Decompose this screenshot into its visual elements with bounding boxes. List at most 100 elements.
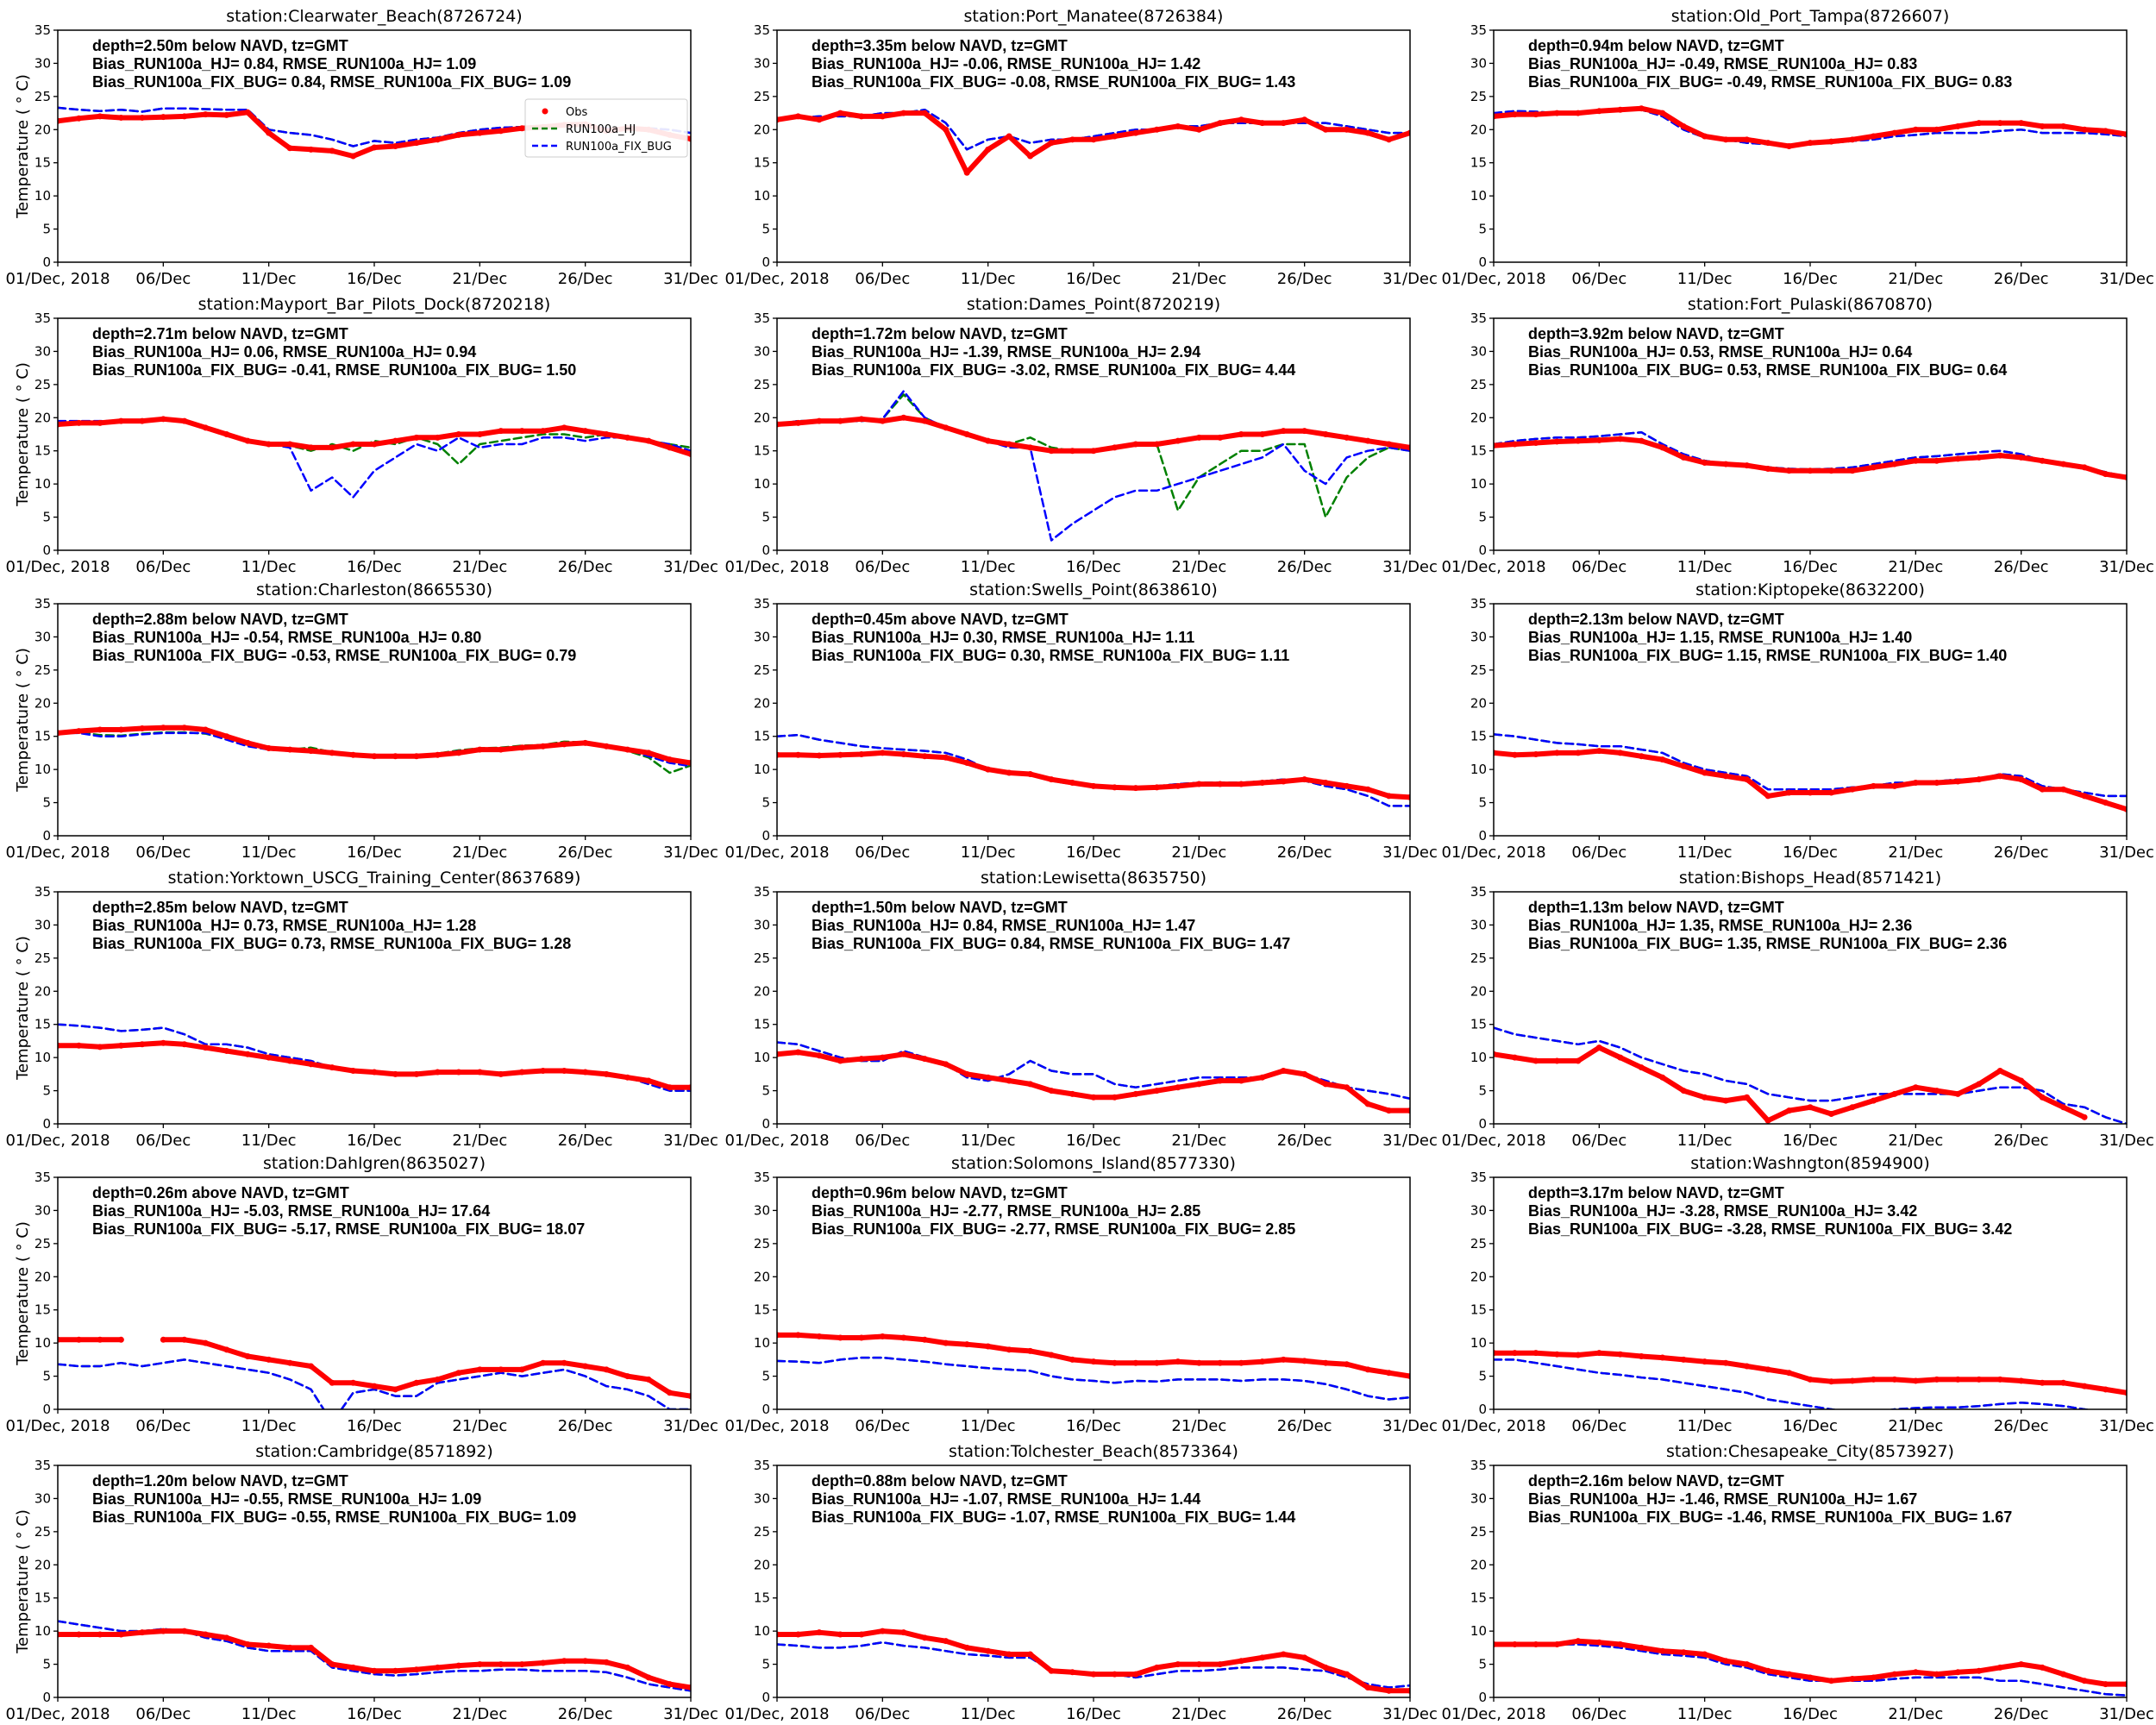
obs-point [943,424,950,431]
y-tick-label: 20 [34,410,51,425]
series-run100a-fix-bug [1494,1358,2092,1409]
stats-line: depth=2.13m below NAVD, tz=GMT [1528,611,1784,628]
subplot-15: station:Cambridge(8571892) 0 5 10 15 20 25 30 35… [5,1442,718,1723]
obs-point [160,1628,166,1634]
obs-point [777,1332,780,1339]
y-tick-label: 10 [34,1050,51,1065]
y-tick-label: 35 [34,884,51,900]
obs-point [455,1370,462,1377]
x-tick-label: 26/Dec [1994,1132,2049,1150]
y-tick-label: 5 [42,510,51,525]
x-tick-label: 21/Dec [1171,1417,1226,1435]
y-tick-label: 25 [1470,1236,1487,1251]
subplot-title: station:Washngton(8594900) [1690,1154,1930,1173]
obs-point [1954,1090,1961,1097]
obs-point [434,1376,441,1383]
y-tick-label: 15 [34,155,51,171]
obs-point [392,753,398,760]
obs-point [1259,1654,1266,1661]
obs-point [963,1070,970,1077]
series-run100a-fix-bug [58,731,691,768]
obs-point [603,1070,610,1077]
x-tick-label: 01/Dec, 2018 [724,1417,829,1435]
stats-line: Bias_RUN100a_HJ= -1.46, RMSE_RUN100a_HJ=… [1528,1490,1917,1508]
obs-point [879,1628,886,1634]
obs-point [837,110,843,116]
series-group [58,724,691,775]
stats-line: Bias_RUN100a_HJ= 0.30, RMSE_RUN100a_HJ= … [812,629,1194,646]
x-tick-label: 16/Dec [347,558,402,576]
y-tick-label: 0 [42,1116,51,1132]
obs-point [794,419,801,426]
x-tick-label: 11/Dec [241,1417,297,1435]
subplot-14: station:Washngton(8594900) 0 5 10 15 20 25 30 35… [1441,1154,2153,1435]
obs-point [202,726,209,733]
obs-point [498,428,505,435]
obs-point [1976,454,1983,461]
series-group [1494,430,2127,480]
y-tick-label: 5 [761,795,770,811]
obs-point [518,125,525,132]
x-tick-label: 06/Dec [135,1705,191,1723]
obs-point [794,1049,801,1056]
y-tick-label: 15 [34,729,51,744]
x-tick-label: 16/Dec [1783,1417,1838,1435]
obs-point [1934,457,1940,464]
obs-point [1344,1084,1351,1091]
obs-point [777,1631,780,1638]
x-tick-label: 21/Dec [1171,1705,1226,1723]
obs-point [624,1074,631,1081]
obs-point [687,1684,691,1690]
y-tick-label: 35 [34,310,51,326]
obs-point [1638,1064,1645,1071]
y-tick-label: 30 [754,629,770,644]
stats-line: Bias_RUN100a_HJ= 0.06, RMSE_RUN100a_HJ= … [92,343,476,361]
obs-point [1280,120,1287,127]
obs-point [1532,111,1539,118]
obs-point [1407,794,1410,800]
subplot-title: station:Lewisetta(8635750) [981,869,1206,888]
obs-point [1217,1077,1224,1084]
obs-point [561,1068,567,1075]
stats-line: depth=0.94m below NAVD, tz=GMT [1528,37,1784,54]
obs-point [1175,122,1181,129]
obs-point [1259,1358,1266,1365]
obs-point [350,1379,357,1386]
subplot-9: station:Yorktown_USCG_Training_Center(86… [5,869,718,1150]
obs-point [943,754,950,761]
x-tick-label: 11/Dec [961,1417,1016,1435]
obs-point [1322,126,1329,133]
obs-point [645,750,652,756]
obs-point [139,1629,146,1636]
obs-point [1322,1664,1329,1671]
obs-point [1238,116,1244,123]
obs-point [1680,1356,1687,1363]
obs-point [2081,126,2088,133]
obs-point [1006,133,1012,140]
stats-line: Bias_RUN100a_HJ= -3.28, RMSE_RUN100a_HJ=… [1528,1202,1917,1220]
obs-point [1195,1081,1202,1088]
series-run100a-fix-bug [1494,430,2127,479]
x-tick-label: 26/Dec [558,558,613,576]
obs-point [1680,1088,1687,1095]
obs-point [794,1631,801,1638]
obs-point [667,444,674,451]
x-tick-label: 16/Dec [1066,1132,1121,1150]
obs-point [286,746,293,753]
y-tick-label: 0 [42,254,51,270]
series-run100a-fix-bug [58,417,691,499]
stats-line: Bias_RUN100a_HJ= -0.06, RMSE_RUN100a_HJ=… [812,55,1200,72]
legend-entry: Obs [566,106,587,119]
obs-point [1870,133,1877,140]
obs-point [667,756,674,763]
stats-line: Bias_RUN100a_HJ= -0.49, RMSE_RUN100a_HJ=… [1528,55,1917,72]
obs-point [837,1334,843,1341]
obs-point [1511,1641,1518,1648]
stats-line: Bias_RUN100a_FIX_BUG= -3.02, RMSE_RUN100… [812,361,1295,379]
obs-point [858,750,865,757]
obs-point [350,441,357,448]
obs-point [434,1664,441,1671]
obs-point [1301,1358,1308,1364]
y-tick-label: 30 [754,55,770,71]
obs-point [2103,128,2109,135]
